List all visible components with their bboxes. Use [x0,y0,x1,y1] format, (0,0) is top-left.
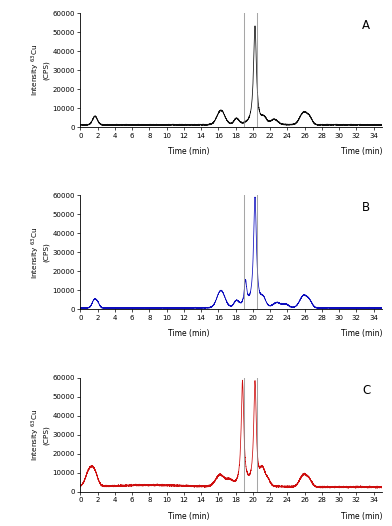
Text: Time (min): Time (min) [341,147,382,156]
Y-axis label: Intensity $^{63}$Cu
(CPS): Intensity $^{63}$Cu (CPS) [30,409,49,461]
Text: Time (min): Time (min) [341,512,382,521]
Text: Time (min): Time (min) [341,329,382,338]
X-axis label: Time (min): Time (min) [168,329,210,338]
Y-axis label: Intensity $^{63}$Cu
(CPS): Intensity $^{63}$Cu (CPS) [30,226,49,279]
Text: C: C [362,383,370,397]
X-axis label: Time (min): Time (min) [168,512,210,521]
Text: B: B [362,201,370,214]
X-axis label: Time (min): Time (min) [168,147,210,156]
Y-axis label: Intensity $^{63}$Cu
(CPS): Intensity $^{63}$Cu (CPS) [30,44,49,96]
Text: A: A [362,19,370,32]
